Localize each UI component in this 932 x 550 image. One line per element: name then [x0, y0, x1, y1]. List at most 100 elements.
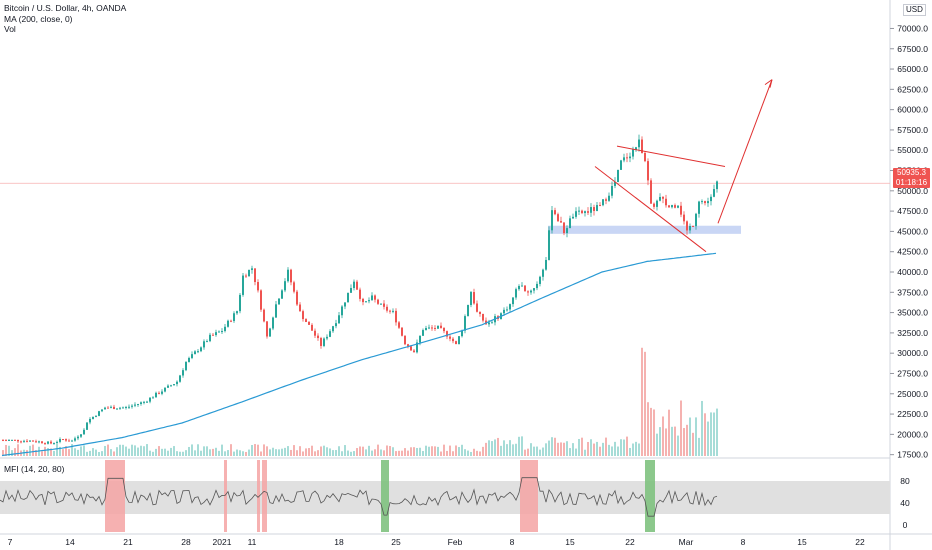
volume-bar — [182, 451, 184, 456]
candle-body — [368, 300, 370, 302]
volume-bar — [551, 437, 553, 456]
candle-body — [488, 322, 490, 325]
volume-bar — [629, 447, 631, 456]
volume-bar — [329, 448, 331, 456]
candle-body — [539, 276, 541, 284]
projection-arrow — [717, 79, 773, 224]
mfi-level-label: 80 — [900, 476, 910, 486]
candle-body — [686, 221, 688, 231]
candle-body — [647, 161, 649, 181]
candle-body — [47, 441, 49, 444]
volume-bar — [95, 449, 97, 456]
x-tick-label: 22 — [855, 537, 865, 547]
y-tick-label: 65000.0 — [897, 64, 928, 74]
candle-body — [695, 213, 697, 227]
volume-bar — [404, 448, 406, 456]
candle-body — [626, 157, 628, 159]
ma-label[interactable]: MA (200, close, 0) — [4, 13, 73, 24]
candle-body — [602, 199, 604, 206]
candle-body — [125, 407, 127, 409]
mfi-label[interactable]: MFI (14, 20, 80) — [4, 464, 65, 474]
candle-body — [263, 309, 265, 322]
last-price-tag: 50935.3 01:18:16 — [893, 168, 930, 188]
candle-body — [236, 311, 238, 314]
volume-bar — [125, 446, 127, 456]
volume-bar — [452, 451, 454, 456]
volume-bar — [164, 448, 166, 456]
candle-body — [50, 441, 52, 444]
volume-bar — [152, 451, 154, 456]
volume-bar — [602, 442, 604, 456]
candle-body — [665, 198, 667, 206]
volume-bar — [317, 450, 319, 456]
volume-bar — [302, 451, 304, 456]
volume-bar — [158, 446, 160, 456]
candle-body — [176, 381, 178, 385]
candle-body — [41, 441, 43, 444]
volume-bar — [359, 446, 361, 456]
volume-label[interactable]: Vol — [4, 24, 16, 34]
candle-body — [521, 285, 523, 287]
candle-body — [224, 326, 226, 332]
volume-bar — [218, 450, 220, 456]
volume-bar — [470, 451, 472, 456]
candle-body — [506, 309, 508, 311]
volume-bar — [635, 441, 637, 456]
volume-bar — [413, 447, 415, 456]
volume-bar — [146, 444, 148, 456]
volume-bar — [323, 445, 325, 456]
candle-body — [17, 439, 19, 442]
candle-body — [89, 418, 91, 423]
volume-bar — [203, 446, 205, 456]
candle-body — [137, 403, 139, 405]
volume-bar — [80, 446, 82, 456]
candle-body — [182, 370, 184, 376]
mfi-overbought-zone — [257, 460, 260, 532]
candle-body — [551, 210, 553, 231]
volume-bar — [620, 439, 622, 456]
candle-body — [470, 292, 472, 306]
volume-bar — [209, 449, 211, 456]
candle-body — [83, 429, 85, 435]
volume-bar — [233, 451, 235, 456]
candle-body — [587, 211, 589, 213]
volume-bar — [41, 451, 43, 456]
candle-body — [491, 322, 493, 324]
volume-bar — [344, 445, 346, 456]
x-tick-label: 7 — [8, 537, 13, 547]
candle-body — [320, 338, 322, 346]
candle-body — [542, 269, 544, 277]
candle-body — [365, 301, 367, 303]
candle-body — [554, 210, 556, 215]
volume-bar — [389, 445, 391, 456]
candle-body — [11, 439, 13, 441]
candle-body — [23, 440, 25, 442]
volume-bar — [464, 449, 466, 456]
y-tick-label: 60000.0 — [897, 105, 928, 115]
volume-bar — [44, 446, 46, 456]
currency-label[interactable]: USD — [903, 4, 926, 16]
candle-body — [503, 309, 505, 314]
volume-bar — [599, 446, 601, 456]
candle-body — [230, 320, 232, 322]
volume-bar — [242, 451, 244, 456]
x-tick-label: Mar — [679, 537, 694, 547]
candle-body — [584, 211, 586, 214]
candle-body — [68, 440, 70, 442]
volume-bar — [416, 447, 418, 456]
candle-body — [215, 332, 217, 336]
x-tick-label: 22 — [625, 537, 635, 547]
volume-bar — [458, 447, 460, 456]
candle-body — [266, 321, 268, 337]
candle-body — [197, 351, 199, 353]
volume-bar — [8, 445, 10, 456]
candle-body — [338, 315, 340, 324]
symbol-label[interactable]: Bitcoin / U.S. Dollar, 4h, OANDA — [4, 3, 127, 13]
volume-bar — [461, 444, 463, 456]
candle-body — [548, 230, 550, 260]
candle-body — [419, 335, 421, 343]
candle-body — [668, 205, 670, 208]
candle-body — [299, 304, 301, 312]
